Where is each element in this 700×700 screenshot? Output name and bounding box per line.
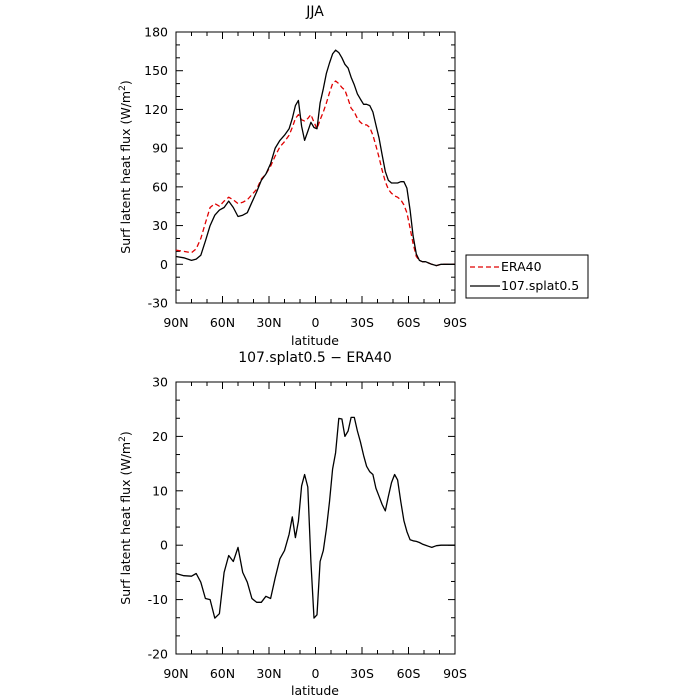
x-tick-label: 30S [350, 315, 374, 330]
y-tick-label: 10 [152, 483, 168, 498]
bottom-series [175, 416, 455, 619]
y-tick-label: 90 [152, 141, 168, 156]
bottom-y-axis-label: Surf latent heat flux (W/m2) [118, 431, 133, 604]
y-tick-label: 120 [144, 102, 168, 117]
bottom-chart-title: 107.splat0.5 − ERA40 [238, 350, 392, 366]
y-tick-label: 30 [152, 218, 168, 233]
top-series [175, 49, 455, 267]
legend-box [465, 254, 589, 299]
y-tick-label: -30 [148, 296, 168, 311]
difference-series-line [175, 416, 455, 619]
x-tick-label: 60N [210, 315, 235, 330]
107-splat0-5-series-line [175, 49, 455, 267]
bottom-y-ticks: -20 -10 0 10 20 30 [148, 375, 455, 662]
y-tick-label: 60 [152, 179, 168, 194]
top-legend: ERA40 107.splat0.5 [465, 254, 589, 299]
x-tick-label: 60N [210, 666, 235, 681]
x-tick-label: 60S [397, 666, 421, 681]
top-chart-panel: JJA -30 0 30 60 90 120 150 180 90N 60N 30N 0 30S 60S… [118, 4, 589, 348]
top-plot-frame [175, 31, 456, 304]
bottom-plot-frame [175, 381, 456, 655]
top-y-axis-label: Surf latent heat flux (W/m2) [118, 80, 133, 253]
x-tick-label: 90S [443, 315, 467, 330]
bottom-x-ticks: 90N 60N 30N 0 30S 60S 90S [163, 382, 467, 681]
legend-era40-label: ERA40 [501, 259, 542, 274]
x-tick-label: 60S [397, 315, 421, 330]
top-y-ticks: -30 0 30 60 90 120 150 180 [144, 25, 455, 311]
top-x-ticks: 90N 60N 30N 0 30S 60S 90S [163, 32, 467, 330]
x-tick-label: 90S [443, 666, 467, 681]
x-tick-label: 30N [256, 315, 281, 330]
y-tick-label: 30 [152, 375, 168, 390]
bottom-x-axis-label: latitude [291, 683, 339, 698]
legend-model-label: 107.splat0.5 [501, 278, 579, 293]
y-tick-label: 180 [144, 25, 168, 40]
bottom-chart-panel: 107.splat0.5 − ERA40 -20 -10 0 10 20 30 90N 60… [118, 350, 467, 698]
x-tick-label: 30N [256, 666, 281, 681]
y-tick-label: -20 [148, 647, 168, 662]
y-tick-label: -10 [148, 592, 168, 607]
y-tick-label: 0 [160, 257, 168, 272]
x-tick-label: 90N [163, 315, 188, 330]
x-tick-label: 30S [350, 666, 374, 681]
top-chart-title: JJA [305, 4, 324, 20]
x-tick-label: 0 [312, 315, 320, 330]
x-tick-label: 0 [312, 666, 320, 681]
y-tick-label: 0 [160, 538, 168, 553]
top-x-axis-label: latitude [291, 333, 339, 348]
y-tick-label: 20 [152, 429, 168, 444]
y-tick-label: 150 [144, 63, 168, 78]
x-tick-label: 90N [163, 666, 188, 681]
